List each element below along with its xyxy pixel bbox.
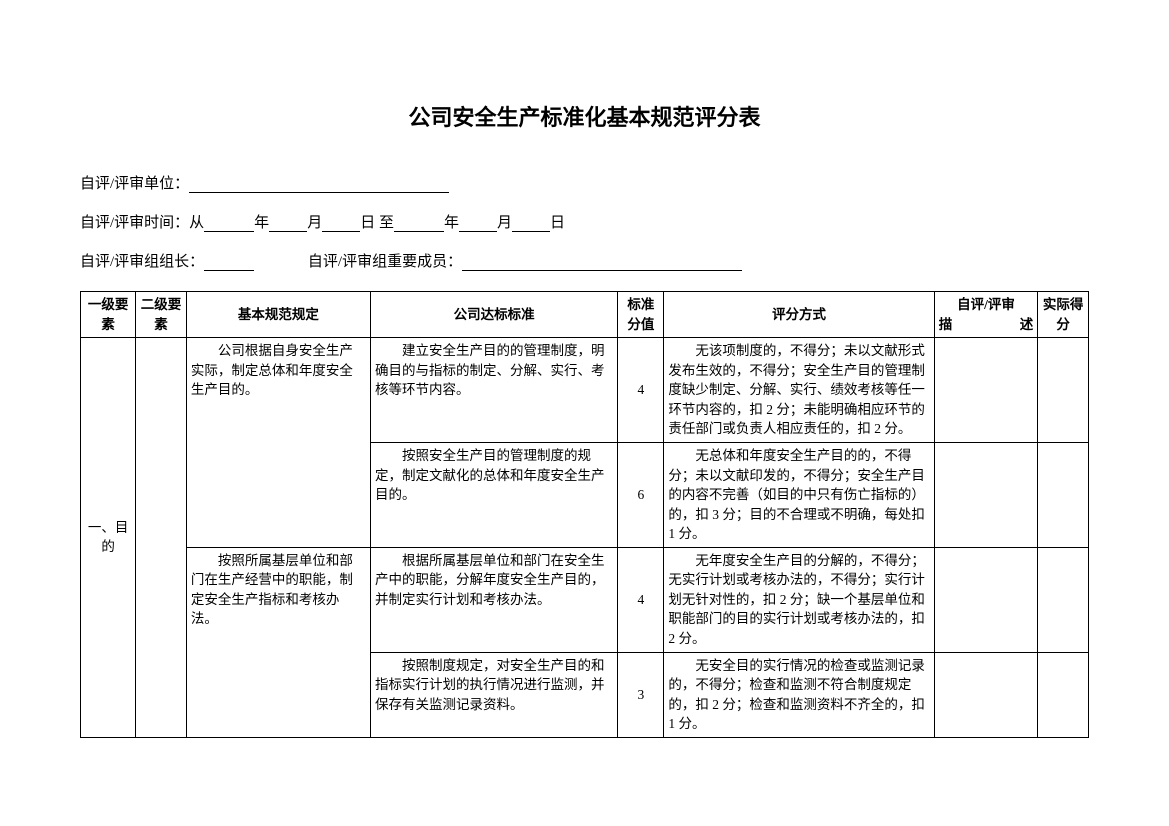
day-label-1: 日: [360, 215, 375, 231]
cell-score-2: 4: [618, 547, 664, 652]
cell-standard-0: 建立安全生产目的的管理制度，明确目的与指标的制定、分解、实行、考核等环节内容。: [370, 338, 617, 443]
month-label-2: 月: [497, 215, 512, 231]
th-method: 评分方式: [664, 292, 934, 338]
cell-method-3: 无安全目的实行情况的检查或监测记录的，不得分；检查和监测不符合制度规定的，扣 2…: [664, 652, 934, 737]
leader-input[interactable]: [204, 253, 254, 271]
form-unit-line: 自评/评审单位：: [80, 172, 1089, 193]
to-day-input[interactable]: [512, 214, 550, 232]
cell-score-1: 6: [618, 442, 664, 547]
cell-actual-2[interactable]: [1038, 547, 1089, 652]
cell-score-3: 3: [618, 652, 664, 737]
from-month-input[interactable]: [269, 214, 307, 232]
cell-actual-1[interactable]: [1038, 442, 1089, 547]
th-actual: 实际得分: [1038, 292, 1089, 338]
cell-desc-3[interactable]: [934, 652, 1038, 737]
month-label-1: 月: [307, 215, 322, 231]
cell-standard-2: 根据所属基层单位和部门在安全生产中的职能，分解年度安全生产目的，并制定实行计划和…: [370, 547, 617, 652]
from-day-input[interactable]: [322, 214, 360, 232]
cell-basic-0: 公司根据自身安全生产实际，制定总体和年度安全生产目的。: [186, 338, 370, 548]
cell-actual-3[interactable]: [1038, 652, 1089, 737]
form-time-line: 自评/评审时间：从 年 月 日 至 年 月 日: [80, 211, 1089, 232]
page-title: 公司安全生产标准化基本规范评分表: [80, 100, 1089, 132]
th-level1: 一级要素: [81, 292, 136, 338]
th-basic: 基本规范规定: [186, 292, 370, 338]
cell-desc-0[interactable]: [934, 338, 1038, 443]
to-year-input[interactable]: [394, 214, 444, 232]
cell-method-1: 无总体和年度安全生产目的的，不得分；未以文献印发的，不得分；安全生产目的内容不完…: [664, 442, 934, 547]
cell-actual-0[interactable]: [1038, 338, 1089, 443]
time-label: 自评/评审时间：从: [80, 215, 204, 231]
cell-method-2: 无年度安全生产目的分解的，不得分；无实行计划或考核办法的，不得分；实行计划无针对…: [664, 547, 934, 652]
cell-basic-2: 按照所属基层单位和部门在生产经营中的职能，制定安全生产指标和考核办法。: [186, 547, 370, 737]
year-label-1: 年: [254, 215, 269, 231]
members-label: 自评/评审组重要成员：: [308, 254, 462, 270]
year-label-2: 年: [444, 215, 459, 231]
th-desc-line1: 自评/评审: [939, 295, 1034, 315]
th-level2: 二级要素: [136, 292, 187, 338]
cell-standard-1: 按照安全生产目的管理制度的规定，制定文献化的总体和年度安全生产目的。: [370, 442, 617, 547]
to-label: 至: [379, 215, 394, 231]
cell-desc-2[interactable]: [934, 547, 1038, 652]
cell-level1: 一、目的: [81, 338, 136, 738]
cell-method-0: 无该项制度的，不得分；未以文献形式发布生效的，不得分；安全生产目的管理制度缺少制…: [664, 338, 934, 443]
members-input[interactable]: [462, 253, 742, 271]
unit-input[interactable]: [189, 175, 449, 193]
table-row: 一、目的 公司根据自身安全生产实际，制定总体和年度安全生产目的。 建立安全生产目…: [81, 338, 1089, 443]
th-desc: 自评/评审 描 述: [934, 292, 1038, 338]
form-leader-line: 自评/评审组组长： 自评/评审组重要成员：: [80, 250, 1089, 271]
th-company: 公司达标标准: [370, 292, 617, 338]
unit-label: 自评/评审单位：: [80, 176, 189, 192]
to-month-input[interactable]: [459, 214, 497, 232]
day-label-2: 日: [550, 215, 565, 231]
cell-standard-3: 按照制度规定，对安全生产目的和指标实行计划的执行情况进行监测，并保存有关监测记录…: [370, 652, 617, 737]
th-desc-line2: 描 述: [939, 315, 1034, 335]
cell-desc-1[interactable]: [934, 442, 1038, 547]
table-row: 按照所属基层单位和部门在生产经营中的职能，制定安全生产指标和考核办法。 根据所属…: [81, 547, 1089, 652]
leader-label: 自评/评审组组长：: [80, 254, 204, 270]
cell-score-0: 4: [618, 338, 664, 443]
from-year-input[interactable]: [204, 214, 254, 232]
evaluation-table: 一级要素 二级要素 基本规范规定 公司达标标准 标准分值 评分方式 自评/评审 …: [80, 291, 1089, 738]
table-header-row: 一级要素 二级要素 基本规范规定 公司达标标准 标准分值 评分方式 自评/评审 …: [81, 292, 1089, 338]
cell-level2: [136, 338, 187, 738]
th-score: 标准分值: [618, 292, 664, 338]
